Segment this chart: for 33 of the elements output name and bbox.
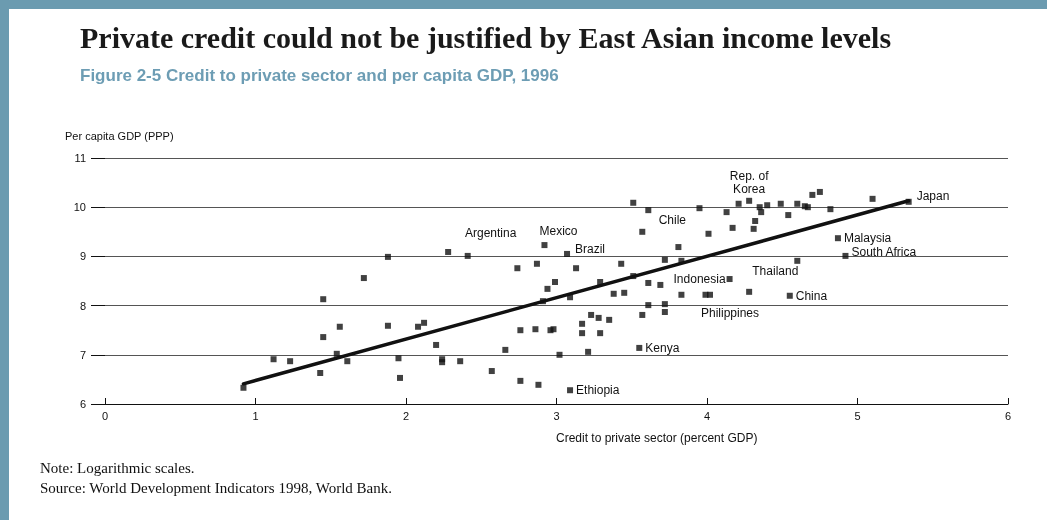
annotation: Brazil [575, 241, 606, 256]
y-tick-label: 10 [73, 201, 86, 214]
annotation: Kenya [645, 340, 680, 355]
source-note: Source: World Development Indicators 1998, World Bank. [40, 479, 392, 496]
x-tick-label: 6 [1004, 409, 1012, 422]
annotation: Thailand [752, 263, 799, 278]
x-tick-label: 5 [854, 409, 861, 422]
x-tick-label: 0 [101, 409, 109, 422]
y-tick-label: 7 [79, 348, 86, 361]
y-tick-label: 9 [79, 250, 86, 263]
annotation: Malaysia [843, 231, 892, 246]
annotation: Ethiopia [576, 383, 620, 398]
x-tick-label: 1 [252, 409, 259, 422]
text: Note: Logarithmic scales. [40, 459, 195, 476]
annotation: Mexico [539, 224, 578, 239]
annotation: Philippines [700, 305, 760, 320]
chart-title: Private credit could not be justified by East Asian income levels [80, 20, 892, 54]
x-tick-label: 4 [703, 409, 711, 422]
annotation: China [795, 288, 828, 303]
annotation: South Africa [851, 244, 917, 259]
annotation: Chile [658, 213, 687, 228]
x-tick-label: 3 [553, 409, 560, 422]
annotation: Argentina [465, 225, 517, 240]
y-axis-title: Per capita GDP (PPP) [65, 129, 174, 142]
y-tick-label: 6 [79, 398, 86, 410]
annotation: Rep. of Korea [729, 169, 770, 197]
y-tick-label: 11 [74, 152, 86, 164]
annotation: Japan [916, 188, 950, 203]
chart-subtitle: Figure 2-5 Credit to private sector and per capita GDP, 1996 [80, 66, 559, 85]
annotation: Indonesia [673, 272, 726, 287]
y-tick-label: 8 [79, 299, 86, 312]
x-axis-title: Credit to private sector (percent GDP) [556, 431, 758, 445]
x-tick-label: 2 [402, 409, 410, 422]
